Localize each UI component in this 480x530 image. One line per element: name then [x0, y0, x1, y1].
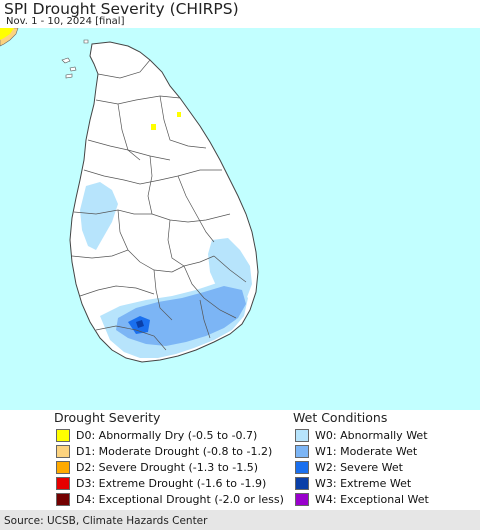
w0-west-region	[80, 182, 118, 250]
legend: Drought Severity Wet Conditions D0: Abno…	[0, 410, 480, 510]
wet-legend-heading: Wet Conditions	[293, 410, 388, 425]
legend-swatch-w3	[295, 477, 309, 490]
map-title: SPI Drought Severity (CHIRPS)	[4, 0, 239, 18]
legend-swatch-w4	[295, 493, 309, 506]
island-outline	[69, 41, 259, 363]
legend-swatch-d4	[56, 493, 70, 506]
legend-swatch-w1	[295, 445, 309, 458]
legend-swatch-w2	[295, 461, 309, 474]
source-credit: Source: UCSB, Climate Hazards Center	[4, 515, 208, 527]
map-subtitle: Nov. 1 - 10, 2024 [final]	[6, 16, 125, 27]
india-coast-dry	[0, 28, 14, 40]
legend-label-w4: W4: Exceptional Wet	[315, 493, 429, 506]
legend-swatch-d3	[56, 477, 70, 490]
legend-label-w3: W3: Extreme Wet	[315, 477, 412, 490]
legend-label-d1: D1: Moderate Drought (-0.8 to -1.2)	[76, 445, 273, 458]
legend-label-w2: W2: Severe Wet	[315, 461, 403, 474]
legend-label-d0: D0: Abnormally Dry (-0.5 to -0.7)	[76, 429, 258, 442]
legend-swatch-d1	[56, 445, 70, 458]
legend-label-w1: W1: Moderate Wet	[315, 445, 418, 458]
legend-swatch-w0	[295, 429, 309, 442]
jaffna-islands	[61, 39, 89, 79]
drought-legend-heading: Drought Severity	[54, 410, 161, 425]
district-boundaries	[71, 59, 247, 351]
legend-swatch-d0	[56, 429, 70, 442]
d0-spot-2	[177, 112, 181, 117]
legend-swatch-d2	[56, 461, 70, 474]
legend-label-d3: D3: Extreme Drought (-1.6 to -1.9)	[76, 477, 267, 490]
w1-south-region	[116, 286, 246, 346]
legend-label-d2: D2: Severe Drought (-1.3 to -1.5)	[76, 461, 259, 474]
legend-label-w0: W0: Abnormally Wet	[315, 429, 428, 442]
w3-region	[136, 320, 144, 328]
sri-lanka-map	[0, 28, 259, 363]
map-canvas	[0, 28, 480, 410]
footer: Source: UCSB, Climate Hazards Center	[0, 510, 480, 530]
d0-spot	[151, 124, 156, 130]
legend-label-d4: D4: Exceptional Drought (-2.0 or less)	[76, 493, 284, 506]
